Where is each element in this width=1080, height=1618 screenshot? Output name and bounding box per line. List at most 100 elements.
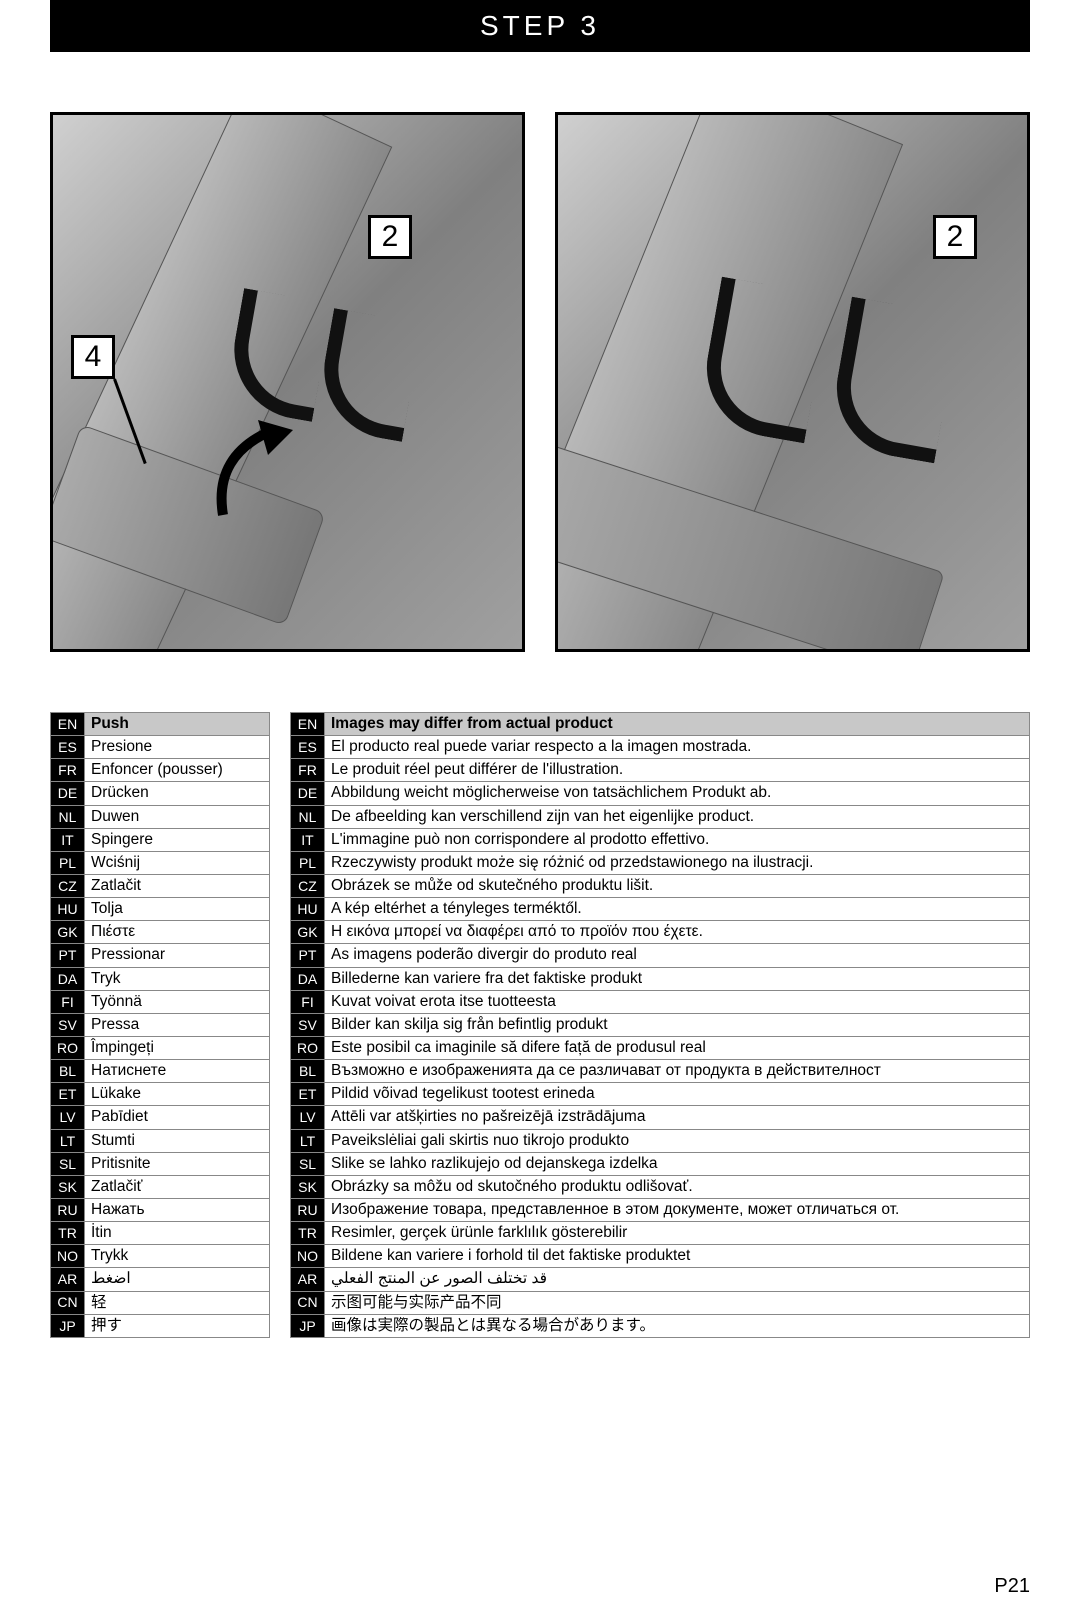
lang-code: CN — [291, 1291, 325, 1314]
table-row: TRİtin — [51, 1222, 270, 1245]
lang-text: Bilder kan skilja sig från befintlig pro… — [325, 1013, 1030, 1036]
lang-code: BL — [51, 1060, 85, 1083]
lang-text: Presione — [85, 736, 270, 759]
lang-text: Drücken — [85, 782, 270, 805]
table-row: BLВъзможно е изображенията да се различа… — [291, 1060, 1030, 1083]
lang-text: Attēli var atšķirties no pašreizējā izst… — [325, 1106, 1030, 1129]
table-row: LVPabīdiet — [51, 1106, 270, 1129]
lang-text: Pildid võivad tegelikust tootest erineda — [325, 1083, 1030, 1106]
disclaimer-translations-table: ENImages may differ from actual productE… — [290, 712, 1030, 1338]
callout-text: 4 — [85, 340, 102, 374]
lang-code: RU — [291, 1198, 325, 1221]
lang-code: FI — [291, 990, 325, 1013]
callout-label: 2 — [933, 215, 977, 259]
table-row: RUНажать — [51, 1198, 270, 1221]
table-row: NLDuwen — [51, 805, 270, 828]
table-row: LTStumti — [51, 1129, 270, 1152]
lang-code: CN — [51, 1291, 85, 1314]
table-row: SLPritisnite — [51, 1152, 270, 1175]
lang-text: Le produit réel peut différer de l'illus… — [325, 759, 1030, 782]
lang-code: IT — [51, 828, 85, 851]
lang-code: IT — [291, 828, 325, 851]
step-title: STEP 3 — [480, 10, 600, 41]
table-header-row: ENPush — [51, 713, 270, 736]
lang-code: LT — [51, 1129, 85, 1152]
lang-text: اضغط — [85, 1268, 270, 1291]
table-row: NLDe afbeelding kan verschillend zijn va… — [291, 805, 1030, 828]
table-row: SVBilder kan skilja sig från befintlig p… — [291, 1013, 1030, 1036]
translation-tables: ENPushESPresioneFREnfoncer (pousser)DEDr… — [0, 682, 1080, 1338]
table-header-row: ENImages may differ from actual product — [291, 713, 1030, 736]
lang-code: SK — [291, 1175, 325, 1198]
table-row: ESPresione — [51, 736, 270, 759]
table-row: DATryk — [51, 967, 270, 990]
lang-code: FI — [51, 990, 85, 1013]
lang-code: DE — [51, 782, 85, 805]
lang-code: NL — [51, 805, 85, 828]
lang-text: Trykk — [85, 1245, 270, 1268]
lang-code: SL — [291, 1152, 325, 1175]
table-row: CN示图可能与实际产品不同 — [291, 1291, 1030, 1314]
lang-text: Възможно е изображенията да се различава… — [325, 1060, 1030, 1083]
table-row: DABillederne kan variere fra det faktisk… — [291, 967, 1030, 990]
lang-code: BL — [291, 1060, 325, 1083]
lang-text: Pabīdiet — [85, 1106, 270, 1129]
lang-text: Изображение товара, представленное в это… — [325, 1198, 1030, 1221]
table-row: JP画像は実際の製品とは異なる場合があります。 — [291, 1314, 1030, 1337]
lang-code: PT — [291, 944, 325, 967]
table-row: PLRzeczywisty produkt może się różnić od… — [291, 851, 1030, 874]
table-row: CZObrázek se může od skutečného produktu… — [291, 874, 1030, 897]
lang-text: Lükake — [85, 1083, 270, 1106]
callout-text: 2 — [947, 220, 964, 254]
lang-code: NO — [291, 1245, 325, 1268]
lang-text: Images may differ from actual product — [325, 713, 1030, 736]
lang-text: 押す — [85, 1314, 270, 1337]
table-row: PLWciśnij — [51, 851, 270, 874]
lang-text: Zatlačit — [85, 874, 270, 897]
lang-text: Obrázky sa môžu od skutočného produktu o… — [325, 1175, 1030, 1198]
lang-code: LV — [51, 1106, 85, 1129]
lang-code: EN — [51, 713, 85, 736]
product-hook — [313, 308, 422, 442]
lang-code: CZ — [51, 874, 85, 897]
table-row: SKZatlačiť — [51, 1175, 270, 1198]
table-row: HUTolja — [51, 898, 270, 921]
table-row: ESEl producto real puede variar respecto… — [291, 736, 1030, 759]
lang-text: Zatlačiť — [85, 1175, 270, 1198]
lang-code: JP — [51, 1314, 85, 1337]
table-row: ARقد تختلف الصور عن المنتج الفعلي — [291, 1268, 1030, 1291]
lang-code: PT — [51, 944, 85, 967]
lang-text: Spingere — [85, 828, 270, 851]
lang-code: RO — [291, 1036, 325, 1059]
lang-code: PL — [291, 851, 325, 874]
table-row: RUИзображение товара, представленное в э… — [291, 1198, 1030, 1221]
lang-code: FR — [291, 759, 325, 782]
table-row: ROEste posibil ca imaginile să difere fa… — [291, 1036, 1030, 1059]
table-row: ITSpingere — [51, 828, 270, 851]
lang-code: SL — [51, 1152, 85, 1175]
lang-text: As imagens poderão divergir do produto r… — [325, 944, 1030, 967]
table-row: GKΠιέστε — [51, 921, 270, 944]
lang-code: PL — [51, 851, 85, 874]
lang-text: Натиснете — [85, 1060, 270, 1083]
table-row: GKΗ εικόνα μπορεί να διαφέρει από το προ… — [291, 921, 1030, 944]
page: STEP 3 2 4 2 ENPushESPresioneFREnfoncer — [0, 0, 1080, 1618]
lang-code: LV — [291, 1106, 325, 1129]
illustration-left: 2 4 — [50, 112, 525, 652]
lang-code: TR — [291, 1222, 325, 1245]
lang-code: NL — [291, 805, 325, 828]
lang-text: Slike se lahko razlikujejo od dejanskega… — [325, 1152, 1030, 1175]
lang-text: 轻 — [85, 1291, 270, 1314]
lang-text: Pressionar — [85, 944, 270, 967]
lang-code: LT — [291, 1129, 325, 1152]
lang-text: Pritisnite — [85, 1152, 270, 1175]
lang-text: Rzeczywisty produkt może się różnić od p… — [325, 851, 1030, 874]
lang-text: Tolja — [85, 898, 270, 921]
lang-code: RO — [51, 1036, 85, 1059]
lang-text: Billederne kan variere fra det faktiske … — [325, 967, 1030, 990]
table-row: CN轻 — [51, 1291, 270, 1314]
table-row: LVAttēli var atšķirties no pašreizējā iz… — [291, 1106, 1030, 1129]
callout-label: 2 — [368, 215, 412, 259]
lang-text: Pressa — [85, 1013, 270, 1036]
table-row: FITyönnä — [51, 990, 270, 1013]
